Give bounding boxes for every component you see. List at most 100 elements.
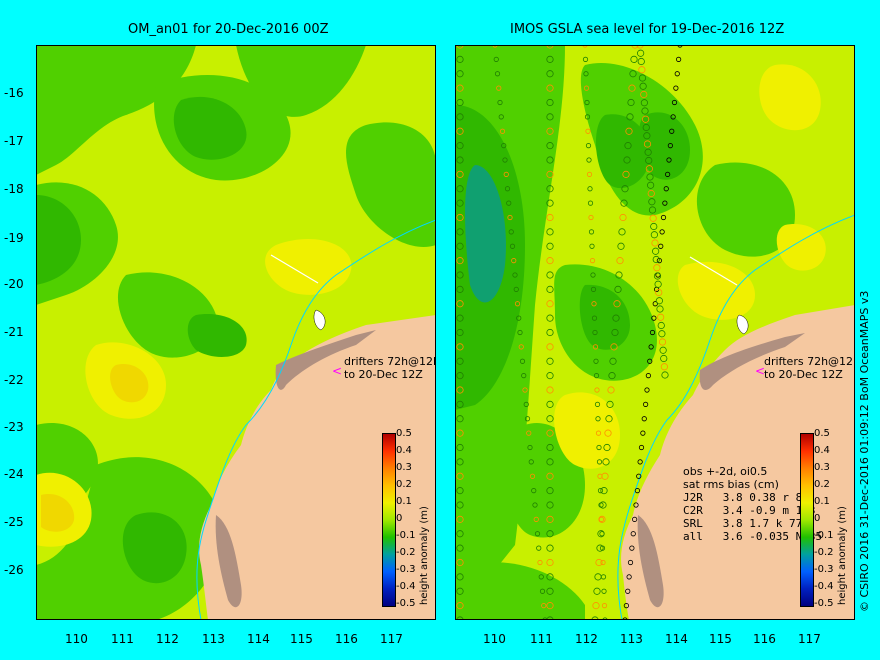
track-marker [617,242,625,250]
track-marker [502,157,508,163]
track-marker [456,113,464,121]
track-marker [648,198,656,206]
track-marker [597,488,604,494]
track-marker [546,98,554,107]
drifter-arrow-icon: < [755,364,766,378]
track-marker [652,247,660,255]
track-marker [584,114,591,120]
track-marker [588,214,594,221]
track-marker [653,272,662,280]
track-marker [456,242,464,250]
track-marker [587,186,593,192]
track-marker [546,501,554,509]
track-marker [645,165,653,173]
track-marker [518,344,524,350]
colorbar-tick: -0.1 [814,530,834,541]
track-marker [546,285,554,293]
track-marker [670,114,676,120]
track-marker [546,185,554,193]
y-tick: -23 [4,420,24,434]
track-marker [546,55,554,63]
obs-row: SRL 3.8 1.7 k 77 [683,517,803,530]
track-marker [546,328,554,337]
track-marker [592,329,598,336]
track-marker [456,185,464,193]
track-marker [583,85,590,91]
track-marker [666,157,672,163]
track-marker [599,501,607,509]
track-marker [537,559,543,566]
track-marker [622,170,630,178]
track-marker [629,70,637,78]
track-marker [546,386,554,394]
track-marker [625,127,633,135]
track-marker [546,544,554,552]
track-marker [546,558,554,567]
track-marker [595,430,602,436]
y-tick: -21 [4,325,24,339]
track-marker [522,387,528,393]
track-marker [546,458,554,466]
right-map-panel: < drifters 72h@12h to 20-Dec 12Z obs +-2… [455,45,855,620]
track-marker [609,357,617,365]
x-tick: 113 [620,632,643,646]
track-marker [507,214,513,221]
colorbar-tick: -0.5 [396,598,416,609]
right-panel-title: IMOS GSLA sea level for 19-Dec-2016 12Z [510,22,785,37]
track-marker [601,603,608,609]
track-marker [677,45,683,48]
track-marker [595,558,603,567]
track-marker [456,142,464,150]
track-marker [539,588,546,594]
track-marker [546,372,554,380]
track-marker [657,313,665,321]
track-marker [629,545,635,551]
colorbar-tick: 0.4 [814,445,830,456]
drifters-label: drifters 72h@12h to 20-Dec 12Z [344,355,436,381]
track-marker [623,603,629,609]
x-tick: 115 [290,632,313,646]
track-marker [655,297,663,305]
x-tick: 113 [202,632,225,646]
track-marker [546,573,554,581]
colorbar-tick: 0.1 [396,496,412,507]
track-marker [616,257,624,265]
track-marker [658,243,664,249]
track-marker [643,401,649,407]
track-marker [546,70,554,78]
track-marker [546,156,554,164]
track-marker [456,199,464,207]
colorbar-tick: -0.2 [396,547,416,558]
track-marker [528,459,534,465]
track-marker [516,315,522,321]
credit-text: © CSIRO 2016 31-Dec-2016 01:09:12 BoM Oc… [858,290,871,612]
y-tick: -22 [4,373,24,387]
x-tick: 117 [798,632,821,646]
track-marker [593,587,601,595]
track-marker [604,429,612,437]
track-marker [589,258,596,264]
track-marker [602,458,610,466]
x-tick: 116 [753,632,776,646]
x-tick: 114 [665,632,688,646]
track-marker [665,171,671,177]
track-marker [620,199,628,207]
x-tick: 116 [335,632,358,646]
obs-line-2: sat rms bias (cm) [683,478,779,491]
colorbar-tick: 0 [814,513,821,524]
track-marker [456,98,464,107]
track-marker [504,186,511,192]
track-marker [456,213,464,222]
track-marker [639,82,647,90]
track-marker [653,264,661,272]
track-marker [456,443,464,452]
track-marker [646,173,654,181]
left-map-panel: < drifters 72h@12h to 20-Dec 12Z 0.5 0.4… [36,45,436,620]
colorbar-label: height anomaly (m) [419,506,430,605]
track-marker [591,301,597,307]
track-marker [645,156,653,165]
track-marker [642,115,650,123]
track-marker [456,300,464,308]
track-marker [546,142,554,150]
track-marker [503,171,509,177]
